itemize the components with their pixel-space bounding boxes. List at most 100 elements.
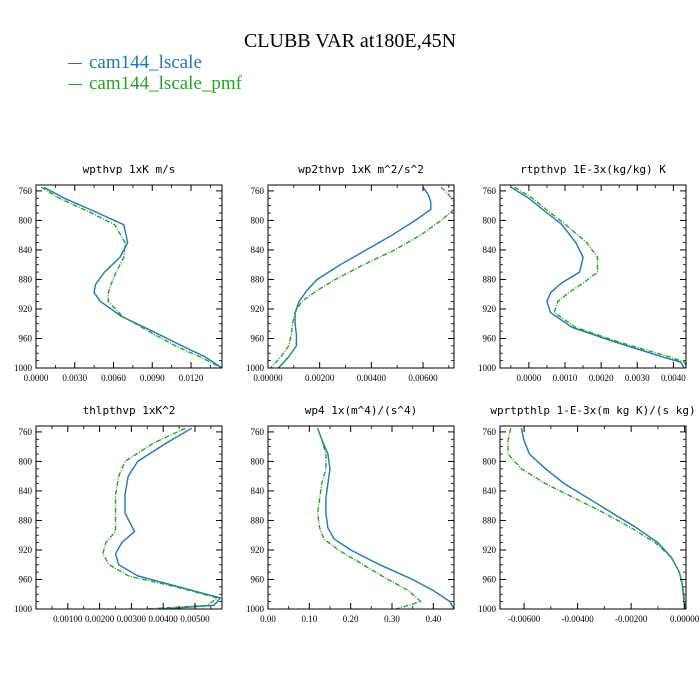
x-tick-label: 0.00400 — [357, 373, 387, 383]
x-tick-label: 0.0040 — [661, 373, 686, 383]
x-tick-label: 0.20 — [343, 614, 359, 624]
x-tick-label: -0.00600 — [508, 614, 541, 624]
legend-label-series1: cam144_lscale — [89, 52, 202, 73]
x-tick-label: 0.0000 — [24, 373, 49, 383]
y-tick-label: 1000 — [478, 604, 497, 614]
y-tick-label: 1000 — [246, 604, 265, 614]
y-tick-label: 960 — [483, 333, 497, 343]
x-tick-label: 0.0060 — [101, 373, 126, 383]
series-line-cam144-lscale-pmf — [270, 186, 454, 368]
y-tick-label: 920 — [19, 545, 33, 555]
y-tick-label: 880 — [19, 515, 33, 525]
panel-title: thlpthvp 1xK^2 — [83, 404, 176, 417]
y-tick-label: 840 — [251, 245, 265, 255]
series-line-cam144-lscale — [510, 186, 685, 368]
x-tick-label: 0.00100 — [53, 614, 83, 624]
y-tick-label: 760 — [251, 427, 265, 437]
series-line-cam144-lscale-pmf — [316, 427, 422, 609]
x-tick-label: 0.00300 — [117, 614, 147, 624]
x-tick-label: 0.00200 — [85, 614, 115, 624]
y-tick-label: 1000 — [246, 363, 265, 373]
legend-swatch-series1 — [68, 63, 82, 64]
plot-frame — [267, 184, 455, 369]
x-tick-label: 0.00200 — [305, 373, 335, 383]
x-tick-label: 0.0120 — [179, 373, 204, 383]
y-tick-label: 760 — [483, 427, 497, 437]
plot-frame — [499, 425, 687, 610]
legend-swatch-series2 — [68, 84, 82, 85]
y-tick-label: 960 — [483, 574, 497, 584]
y-tick-label: 800 — [19, 456, 33, 466]
y-tick-label: 800 — [251, 215, 265, 225]
series-line-cam144-lscale — [114, 427, 222, 609]
y-tick-label: 840 — [19, 486, 33, 496]
y-tick-label: 920 — [19, 304, 33, 314]
plot-frame — [499, 184, 687, 369]
y-tick-label: 920 — [251, 304, 265, 314]
y-tick-label: 1000 — [14, 363, 33, 373]
series-line-cam144-lscale — [316, 427, 454, 609]
x-tick-label: -0.00400 — [561, 614, 594, 624]
x-tick-label: 0.0000 — [517, 373, 542, 383]
y-tick-label: 1000 — [14, 604, 33, 614]
panel-title: wpthvp 1xK m/s — [83, 163, 176, 176]
plot-frame — [35, 184, 223, 369]
x-tick-label: 0.00 — [260, 614, 276, 624]
y-tick-label: 880 — [483, 274, 497, 284]
y-tick-label: 920 — [483, 304, 497, 314]
y-tick-label: 1000 — [478, 363, 497, 373]
legend: cam144_lscale cam144_lscale_pmf — [68, 52, 242, 94]
y-tick-label: 960 — [251, 333, 265, 343]
legend-item-series2: cam144_lscale_pmf — [68, 73, 242, 94]
y-tick-label: 920 — [251, 545, 265, 555]
y-tick-label: 880 — [251, 274, 265, 284]
x-tick-label: 0.30 — [384, 614, 400, 624]
plot-frame — [267, 425, 455, 610]
y-tick-label: 880 — [19, 274, 33, 284]
x-tick-label: 0.00600 — [408, 373, 438, 383]
series-line-cam144-lscale — [43, 186, 222, 368]
plot-panel: wpthvp 1xK m/s76080084088092096010000.00… — [14, 163, 223, 383]
x-tick-label: 0.10 — [301, 614, 317, 624]
panel-title: wprtpthlp 1-E-3x(m kg K)/(s kg) — [490, 404, 695, 417]
x-tick-label: -0.00200 — [615, 614, 648, 624]
y-tick-label: 960 — [251, 574, 265, 584]
x-tick-label: 0.00000 — [253, 373, 283, 383]
y-tick-label: 760 — [251, 186, 265, 196]
y-tick-label: 800 — [483, 456, 497, 466]
y-tick-label: 880 — [483, 515, 497, 525]
x-tick-label: 0.00000 — [670, 614, 700, 624]
x-tick-label: 0.00500 — [180, 614, 210, 624]
panel-title: rtpthvp 1E-3x(kg/kg) K — [520, 163, 666, 176]
plot-panel: wp2thvp 1xK m^2/s^2 760 800 840 880 920 960 100… — [246, 163, 455, 383]
y-tick-label: 960 — [19, 333, 33, 343]
y-tick-label: 760 — [19, 186, 33, 196]
x-tick-label: 0.0090 — [140, 373, 165, 383]
series-line-cam144-lscale-pmf — [102, 427, 218, 609]
plot-frame — [35, 425, 223, 610]
y-tick-label: 800 — [19, 215, 33, 225]
y-tick-label: 840 — [483, 245, 497, 255]
panel-title: wp4 1x(m^4)/(s^4) — [305, 404, 418, 417]
x-tick-label: 0.0030 — [62, 373, 87, 383]
series-line-cam144-lscale-pmf — [507, 428, 686, 609]
y-tick-label: 840 — [19, 245, 33, 255]
x-tick-label: 0.40 — [425, 614, 441, 624]
y-tick-label: 960 — [19, 574, 33, 584]
series-line-cam144-lscale-pmf — [40, 186, 222, 368]
series-line-cam144-lscale — [277, 186, 432, 368]
plot-panel: wp4 1x(m^4)/(s^4)76080084088092096010000… — [246, 404, 455, 624]
x-tick-label: 0.0030 — [625, 373, 650, 383]
y-tick-label: 800 — [251, 456, 265, 466]
plot-panel: thlpthvp 1xK^2 760 800 840 880 920 960 1000 0.00… — [14, 404, 223, 624]
y-tick-label: 760 — [483, 186, 497, 196]
series-line-cam144-lscale — [520, 428, 686, 609]
x-tick-label: 0.0010 — [553, 373, 578, 383]
legend-item-series1: cam144_lscale — [68, 52, 242, 73]
y-tick-label: 880 — [251, 515, 265, 525]
y-tick-label: 840 — [483, 486, 497, 496]
y-tick-label: 840 — [251, 486, 265, 496]
x-tick-label: 0.0020 — [589, 373, 614, 383]
x-tick-label: 0.00400 — [149, 614, 179, 624]
